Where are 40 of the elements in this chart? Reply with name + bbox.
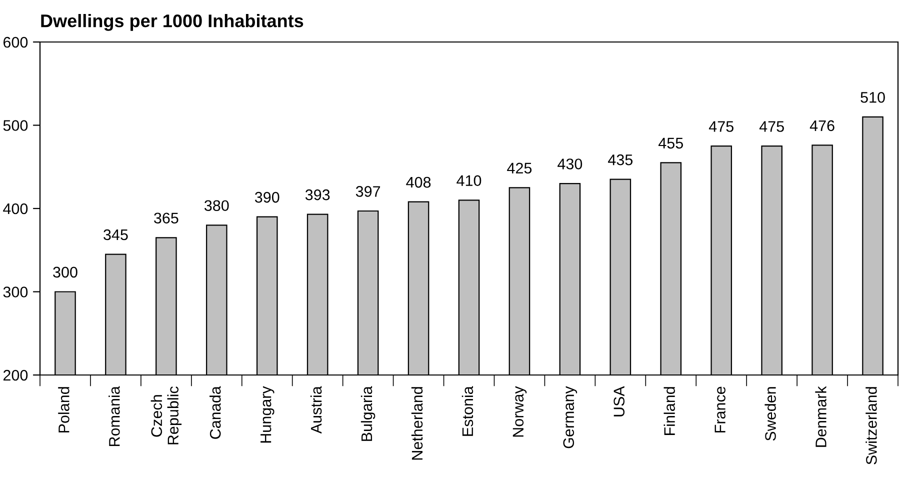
data-label: 435 xyxy=(608,154,633,166)
data-label: 425 xyxy=(507,162,532,174)
x-tick-label: Canada xyxy=(210,386,221,439)
x-tick-label: Austria xyxy=(310,386,322,434)
data-label: 393 xyxy=(305,189,330,200)
y-tick-label: 400 xyxy=(3,203,28,214)
data-label: 397 xyxy=(356,186,380,197)
x-tick-label: Norway xyxy=(512,386,527,437)
x-tick-label: USA xyxy=(614,386,625,416)
data-label: 365 xyxy=(154,212,178,224)
x-tick-label: Bulgaria xyxy=(360,386,376,441)
data-label: 476 xyxy=(810,120,834,132)
x-tick-label: Romania xyxy=(108,386,120,446)
data-label: 345 xyxy=(104,229,128,240)
x-tick-label: Switzerland xyxy=(866,387,877,464)
x-tick-label: Netherland xyxy=(411,387,423,460)
x-tick-label: Denmark xyxy=(815,386,826,447)
x-tick-label: Hungary xyxy=(260,386,274,443)
x-tick-label: Finland xyxy=(664,387,675,435)
x-tick-label: Estonia xyxy=(462,386,474,436)
chart-title: Dwellings per 1000 Inhabitants xyxy=(41,14,304,31)
data-label: 475 xyxy=(708,121,734,132)
data-label: 430 xyxy=(558,158,582,170)
x-tick-label: Sweden xyxy=(764,387,776,441)
data-label: 455 xyxy=(658,138,683,149)
data-label: 510 xyxy=(860,92,885,103)
x-tick-label: Poland xyxy=(58,387,70,432)
y-tick-label: 200 xyxy=(3,370,28,381)
data-label: 475 xyxy=(759,121,784,132)
y-tick-label: 600 xyxy=(3,36,28,48)
data-label: 380 xyxy=(204,200,229,212)
y-tick-label: 500 xyxy=(3,120,28,131)
data-label: 410 xyxy=(456,175,482,186)
x-tick-label: Germany xyxy=(563,386,578,448)
data-label: 300 xyxy=(53,266,78,278)
data-label: 408 xyxy=(406,176,431,188)
y-tick-label: 300 xyxy=(3,286,28,298)
x-tick-label: France xyxy=(714,386,726,432)
x-tick-label: Czech Republic xyxy=(150,386,182,444)
data-label: 390 xyxy=(254,192,280,203)
